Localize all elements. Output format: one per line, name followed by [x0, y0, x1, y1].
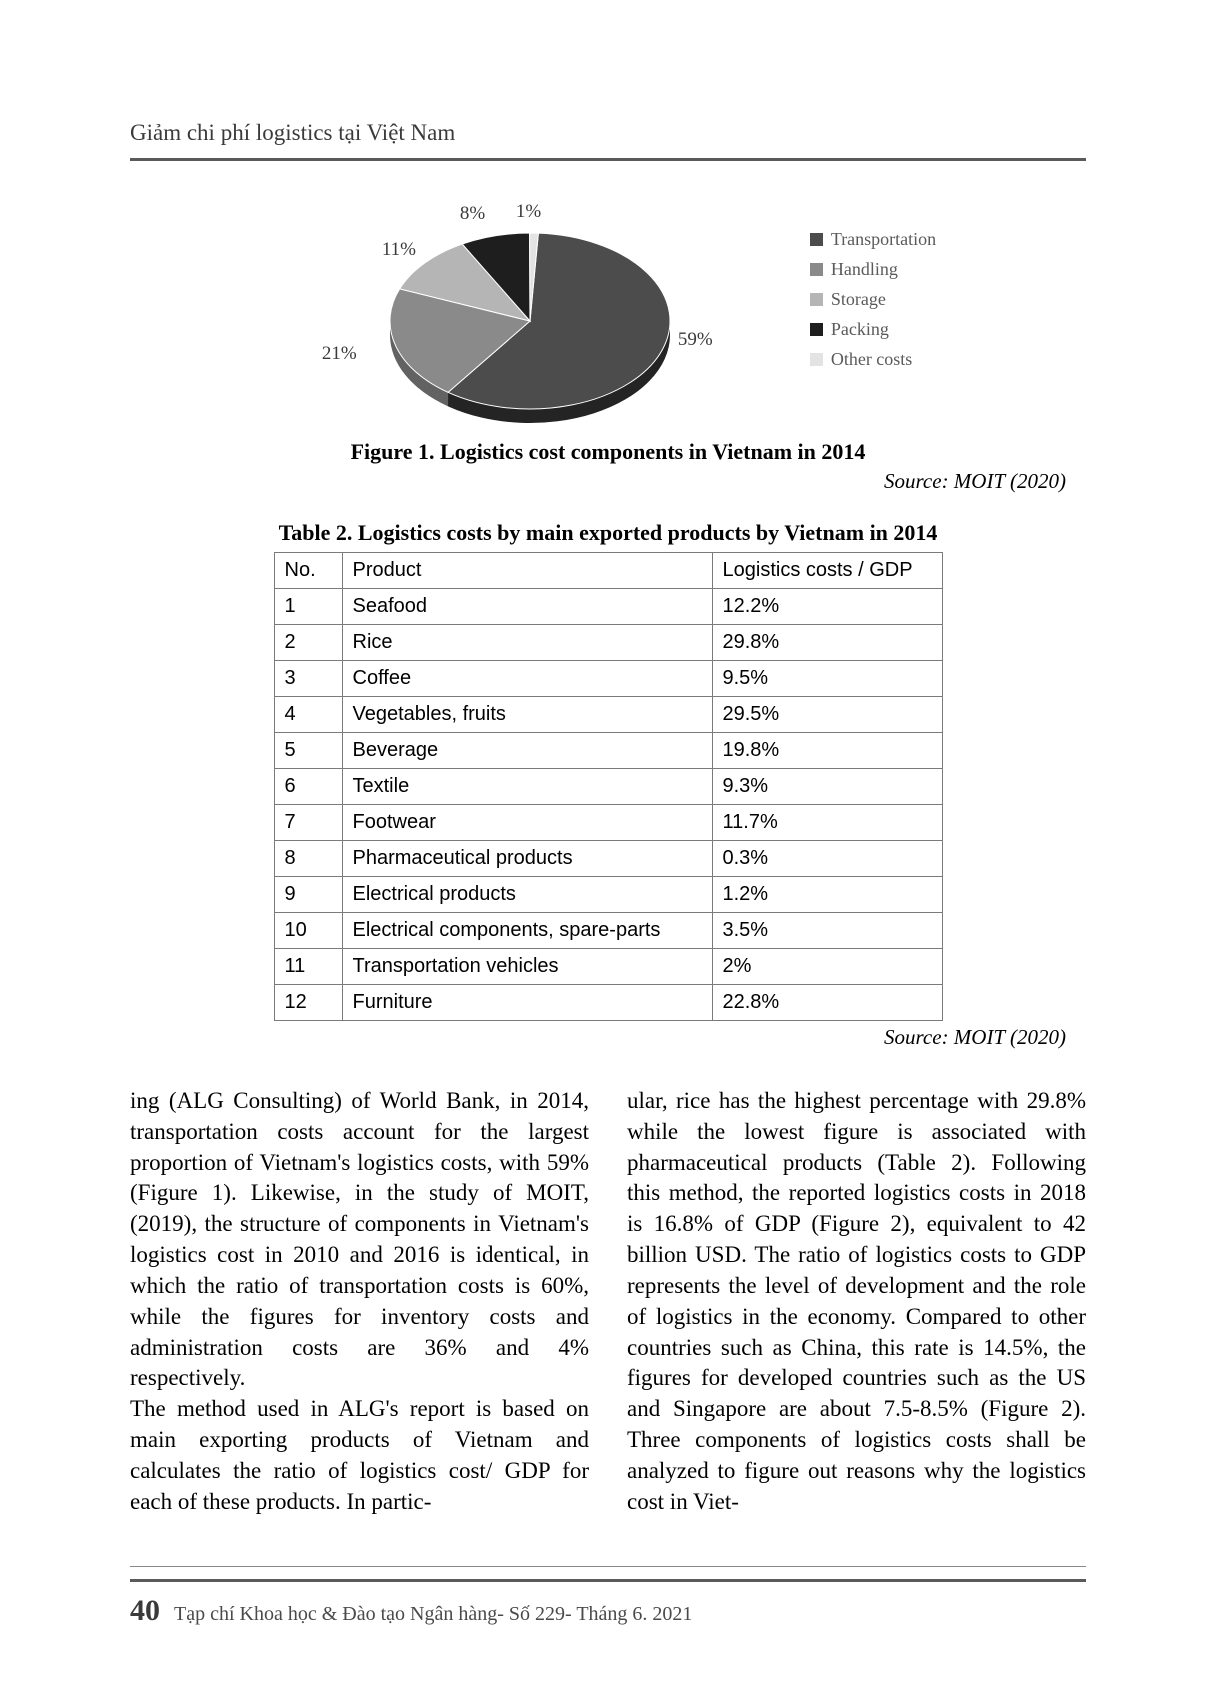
table-row: 4Vegetables, fruits29.5% — [274, 697, 942, 733]
pie-area: 59% 21% 11% 8% 1% — [320, 201, 740, 431]
table-cell: 12.2% — [712, 589, 942, 625]
table-row: 1Seafood12.2% — [274, 589, 942, 625]
page-number: 40 — [130, 1594, 160, 1628]
table-cell: 2 — [274, 625, 342, 661]
table-row: 6Textile9.3% — [274, 769, 942, 805]
pie-legend: Transportation Handling Storage Packing Othe… — [810, 229, 936, 379]
table-cell: Pharmaceutical products — [342, 841, 712, 877]
pie-svg — [320, 201, 740, 431]
footer-journal-text: Tạp chí Khoa học & Đào tạo Ngân hàng- Số… — [174, 1603, 692, 1626]
pie-slice-label: 21% — [322, 343, 357, 365]
table-row: 11Transportation vehicles2% — [274, 949, 942, 985]
table-cell: 29.5% — [712, 697, 942, 733]
table-cell: 8 — [274, 841, 342, 877]
legend-swatch — [810, 233, 823, 246]
table-cell: Coffee — [342, 661, 712, 697]
table-cell: 11.7% — [712, 805, 942, 841]
table-cell: 9 — [274, 877, 342, 913]
table-cell: 9.5% — [712, 661, 942, 697]
table-cell: Rice — [342, 625, 712, 661]
table-row: 5Beverage19.8% — [274, 733, 942, 769]
table-row: 8Pharmaceutical products0.3% — [274, 841, 942, 877]
body-text: ing (ALG Consulting) of World Bank, in 2… — [130, 1086, 1086, 1517]
legend-label: Transportation — [831, 229, 936, 250]
table-cell: Transportation vehicles — [342, 949, 712, 985]
table-cell: Vegetables, fruits — [342, 697, 712, 733]
table-cell: 5 — [274, 733, 342, 769]
table-row: 2Rice29.8% — [274, 625, 942, 661]
header-title-text: Giảm chi phí logistics tại Việt Nam — [130, 120, 455, 145]
figure-1-source: Source: MOIT (2020) — [130, 469, 1066, 494]
legend-label: Other costs — [831, 349, 912, 370]
legend-swatch — [810, 293, 823, 306]
pie-slice-label: 59% — [678, 329, 713, 351]
legend-swatch — [810, 323, 823, 336]
page-footer: 40 Tạp chí Khoa học & Đào tạo Ngân hàng-… — [130, 1566, 1086, 1628]
body-col-left: ing (ALG Consulting) of World Bank, in 2… — [130, 1086, 589, 1517]
table-cell: 3 — [274, 661, 342, 697]
table-row: 10Electrical components, spare-parts3.5% — [274, 913, 942, 949]
legend-swatch — [810, 263, 823, 276]
table-cell: 2% — [712, 949, 942, 985]
legend-item: Other costs — [810, 349, 936, 370]
legend-item: Transportation — [810, 229, 936, 250]
legend-label: Packing — [831, 319, 889, 340]
legend-label: Storage — [831, 289, 886, 310]
table-cell: 9.3% — [712, 769, 942, 805]
table-row: 7Footwear11.7% — [274, 805, 942, 841]
table-cell: Textile — [342, 769, 712, 805]
table-cell: Electrical components, spare-parts — [342, 913, 712, 949]
table-cell: 1.2% — [712, 877, 942, 913]
table-row: 12Furniture22.8% — [274, 985, 942, 1021]
table-cell: 3.5% — [712, 913, 942, 949]
figure-1-caption: Figure 1. Logistics cost components in V… — [130, 439, 1086, 465]
table-cell: 11 — [274, 949, 342, 985]
legend-label: Handling — [831, 259, 898, 280]
table-cell: Seafood — [342, 589, 712, 625]
table-2-caption: Table 2. Logistics costs by main exporte… — [130, 520, 1086, 546]
table-col-header: Logistics costs / GDP — [712, 553, 942, 589]
legend-item: Storage — [810, 289, 936, 310]
table-2-source: Source: MOIT (2020) — [130, 1025, 1066, 1050]
table-cell: 6 — [274, 769, 342, 805]
table-row: 3Coffee9.5% — [274, 661, 942, 697]
legend-item: Handling — [810, 259, 936, 280]
table-header-row: No.ProductLogistics costs / GDP — [274, 553, 942, 589]
legend-item: Packing — [810, 319, 936, 340]
table-cell: 19.8% — [712, 733, 942, 769]
table-2: No.ProductLogistics costs / GDP 1Seafood… — [274, 552, 943, 1021]
table-cell: 22.8% — [712, 985, 942, 1021]
table-row: 9Electrical products1.2% — [274, 877, 942, 913]
body-col-right: ular, rice has the highest percentage wi… — [627, 1086, 1086, 1517]
table-cell: 29.8% — [712, 625, 942, 661]
table-cell: 7 — [274, 805, 342, 841]
figure-1-pie-chart: 59% 21% 11% 8% 1% Transportation Handling Stor… — [170, 201, 1086, 431]
table-cell: 10 — [274, 913, 342, 949]
table-col-header: No. — [274, 553, 342, 589]
pie-slice-label: 11% — [382, 239, 416, 261]
table-cell: 0.3% — [712, 841, 942, 877]
pie-slice-label: 8% — [460, 203, 485, 225]
table-cell: 12 — [274, 985, 342, 1021]
running-header: Giảm chi phí logistics tại Việt Nam — [130, 120, 1086, 161]
table-cell: Footwear — [342, 805, 712, 841]
table-col-header: Product — [342, 553, 712, 589]
table-2-wrap: No.ProductLogistics costs / GDP 1Seafood… — [130, 552, 1086, 1021]
table-cell: 4 — [274, 697, 342, 733]
pie-slice-label: 1% — [516, 201, 541, 223]
legend-swatch — [810, 353, 823, 366]
table-cell: Electrical products — [342, 877, 712, 913]
table-cell: Beverage — [342, 733, 712, 769]
table-cell: Furniture — [342, 985, 712, 1021]
table-cell: 1 — [274, 589, 342, 625]
